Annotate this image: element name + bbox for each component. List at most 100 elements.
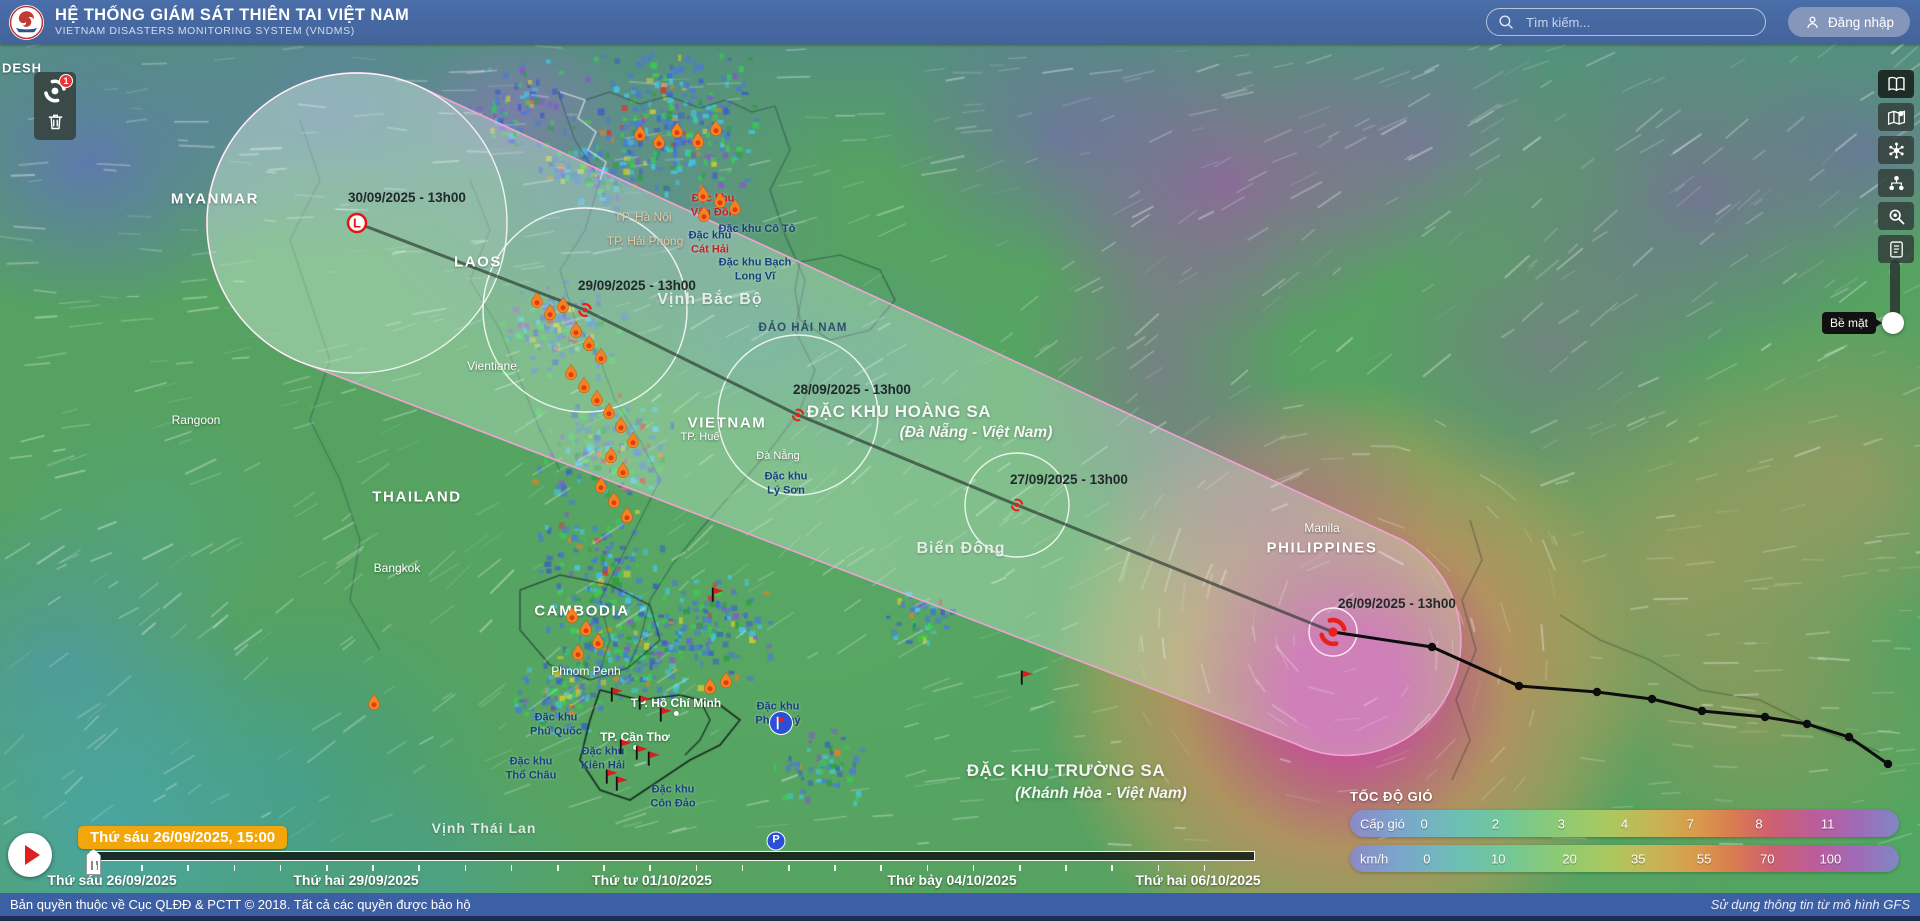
fire-icon[interactable]: [653, 133, 666, 149]
page-subtitle: VIETNAM DISASTERS MONITORING SYSTEM (VND…: [55, 25, 355, 38]
warning-flag-icon[interactable]: [618, 738, 633, 756]
journal-button[interactable]: [1878, 235, 1914, 263]
fire-icon[interactable]: [592, 633, 605, 649]
fire-icon[interactable]: [627, 432, 640, 448]
map-pin-icon: [1887, 109, 1905, 125]
timeline-tick: [510, 865, 513, 871]
fire-icon[interactable]: [595, 477, 608, 493]
fire-icon[interactable]: [544, 304, 557, 320]
map-layers-button[interactable]: [1878, 103, 1914, 131]
timeline-tick: [695, 865, 698, 871]
timeline-date-label: Thứ tư 01/10/2025: [592, 872, 712, 888]
legend-value: 0: [1423, 851, 1431, 866]
molecule-icon: [1888, 141, 1904, 159]
fire-icon[interactable]: [714, 192, 727, 208]
warning-flag-icon[interactable]: [637, 694, 652, 712]
fire-icon[interactable]: [578, 377, 591, 393]
guide-book-button[interactable]: [1878, 70, 1914, 98]
timeline-tick: [1157, 865, 1160, 871]
page-title: HỆ THỐNG GIÁM SÁT THIÊN TAI VIỆT NAM: [55, 6, 410, 25]
timeline-date-label: Thứ bảy 04/10/2025: [887, 872, 1017, 888]
timeline-bar[interactable]: [90, 851, 1255, 861]
legend-value: 35: [1630, 851, 1646, 866]
storm-layer-button[interactable]: 1: [34, 74, 76, 106]
search-input[interactable]: [1523, 13, 1755, 31]
timeline-handle[interactable]: [86, 849, 101, 875]
fire-icon[interactable]: [570, 322, 583, 338]
fire-icon[interactable]: [531, 292, 544, 308]
timeline-tick: [1065, 865, 1067, 871]
warning-flag-icon[interactable]: [614, 775, 629, 793]
timeline-tick: [187, 865, 189, 871]
fire-icon[interactable]: [566, 607, 579, 623]
fire-icon[interactable]: [617, 462, 630, 478]
timeline-tick: [649, 865, 651, 871]
fire-icon[interactable]: [698, 206, 711, 222]
fire-icon[interactable]: [565, 364, 578, 380]
search-location-button[interactable]: [1878, 202, 1914, 230]
timeline-tick: [233, 865, 236, 871]
login-label: Đăng nhập: [1827, 14, 1894, 30]
svg-text:L: L: [353, 216, 361, 231]
fire-icon[interactable]: [704, 678, 717, 694]
warning-flag-icon[interactable]: [1019, 669, 1034, 687]
fire-icon[interactable]: [615, 417, 628, 433]
fire-icon[interactable]: [603, 403, 616, 419]
poi-marker-icon[interactable]: [769, 711, 793, 735]
timeline-tick: [1019, 865, 1021, 871]
surface-level-tooltip: Bề mặt: [1822, 312, 1883, 334]
timeline-tick: [372, 865, 374, 871]
timeline-date-label: Thứ hai 06/10/2025: [1135, 872, 1261, 888]
fire-icon[interactable]: [595, 348, 608, 364]
fire-icon[interactable]: [671, 122, 684, 138]
play-button[interactable]: [8, 833, 52, 877]
timeline-tick: [1111, 865, 1113, 871]
login-button[interactable]: Đăng nhập: [1787, 7, 1910, 37]
copyright-text: Bản quyền thuộc về Cục QLĐĐ & PCTT © 201…: [10, 897, 471, 912]
fire-icon[interactable]: [557, 297, 570, 313]
legend-value: 20: [1562, 851, 1577, 866]
fire-icon[interactable]: [621, 507, 634, 523]
fire-icon[interactable]: [368, 694, 381, 710]
altitude-slider-knob[interactable]: [1882, 312, 1904, 334]
timeline-tick: [926, 865, 929, 871]
fire-icon[interactable]: [605, 447, 618, 463]
warning-flag-icon[interactable]: [634, 744, 649, 762]
journal-icon: [1889, 240, 1903, 258]
fire-icon[interactable]: [608, 492, 621, 508]
storm-tools-panel: 1: [34, 72, 76, 140]
warning-flag-icon[interactable]: [710, 586, 725, 604]
altitude-slider-track[interactable]: [1890, 260, 1900, 320]
parking-marker-icon[interactable]: P: [766, 831, 786, 851]
clear-layers-button[interactable]: [34, 106, 76, 136]
timeline-tick: [741, 865, 744, 871]
search-box[interactable]: [1485, 8, 1766, 36]
timeline-tick: [326, 865, 328, 871]
warning-flag-icon[interactable]: [604, 768, 619, 786]
fire-icon[interactable]: [591, 390, 604, 406]
timeline-tick: [279, 865, 282, 871]
fire-icon[interactable]: [720, 672, 733, 688]
warning-flag-icon[interactable]: [646, 750, 661, 768]
fire-icon[interactable]: [634, 125, 647, 141]
fire-icon[interactable]: [697, 186, 710, 202]
org-chart-button[interactable]: [1878, 169, 1914, 197]
legend-kmh-row: km/h 0 10 20 35 55 70 100: [1350, 845, 1899, 872]
wind-particles-canvas: [0, 44, 1920, 893]
legend-value: 2: [1491, 816, 1500, 831]
current-time-badge: Thứ sáu 26/09/2025, 15:00: [78, 826, 288, 849]
fire-icon[interactable]: [580, 620, 593, 636]
fire-icon[interactable]: [572, 644, 585, 660]
timeline-tick: [972, 865, 975, 871]
warning-flag-icon[interactable]: [609, 686, 624, 704]
fire-icon[interactable]: [692, 132, 705, 148]
timeline-tick: [1203, 865, 1206, 871]
fire-icon[interactable]: [729, 199, 742, 215]
warning-flag-icon[interactable]: [658, 706, 673, 724]
legend-value: 70: [1760, 851, 1775, 866]
search-location-icon: [1889, 209, 1904, 224]
weather-model-button[interactable]: [1878, 136, 1914, 164]
fire-icon[interactable]: [710, 120, 723, 136]
user-icon: [1807, 16, 1818, 28]
fire-icon[interactable]: [583, 335, 596, 351]
